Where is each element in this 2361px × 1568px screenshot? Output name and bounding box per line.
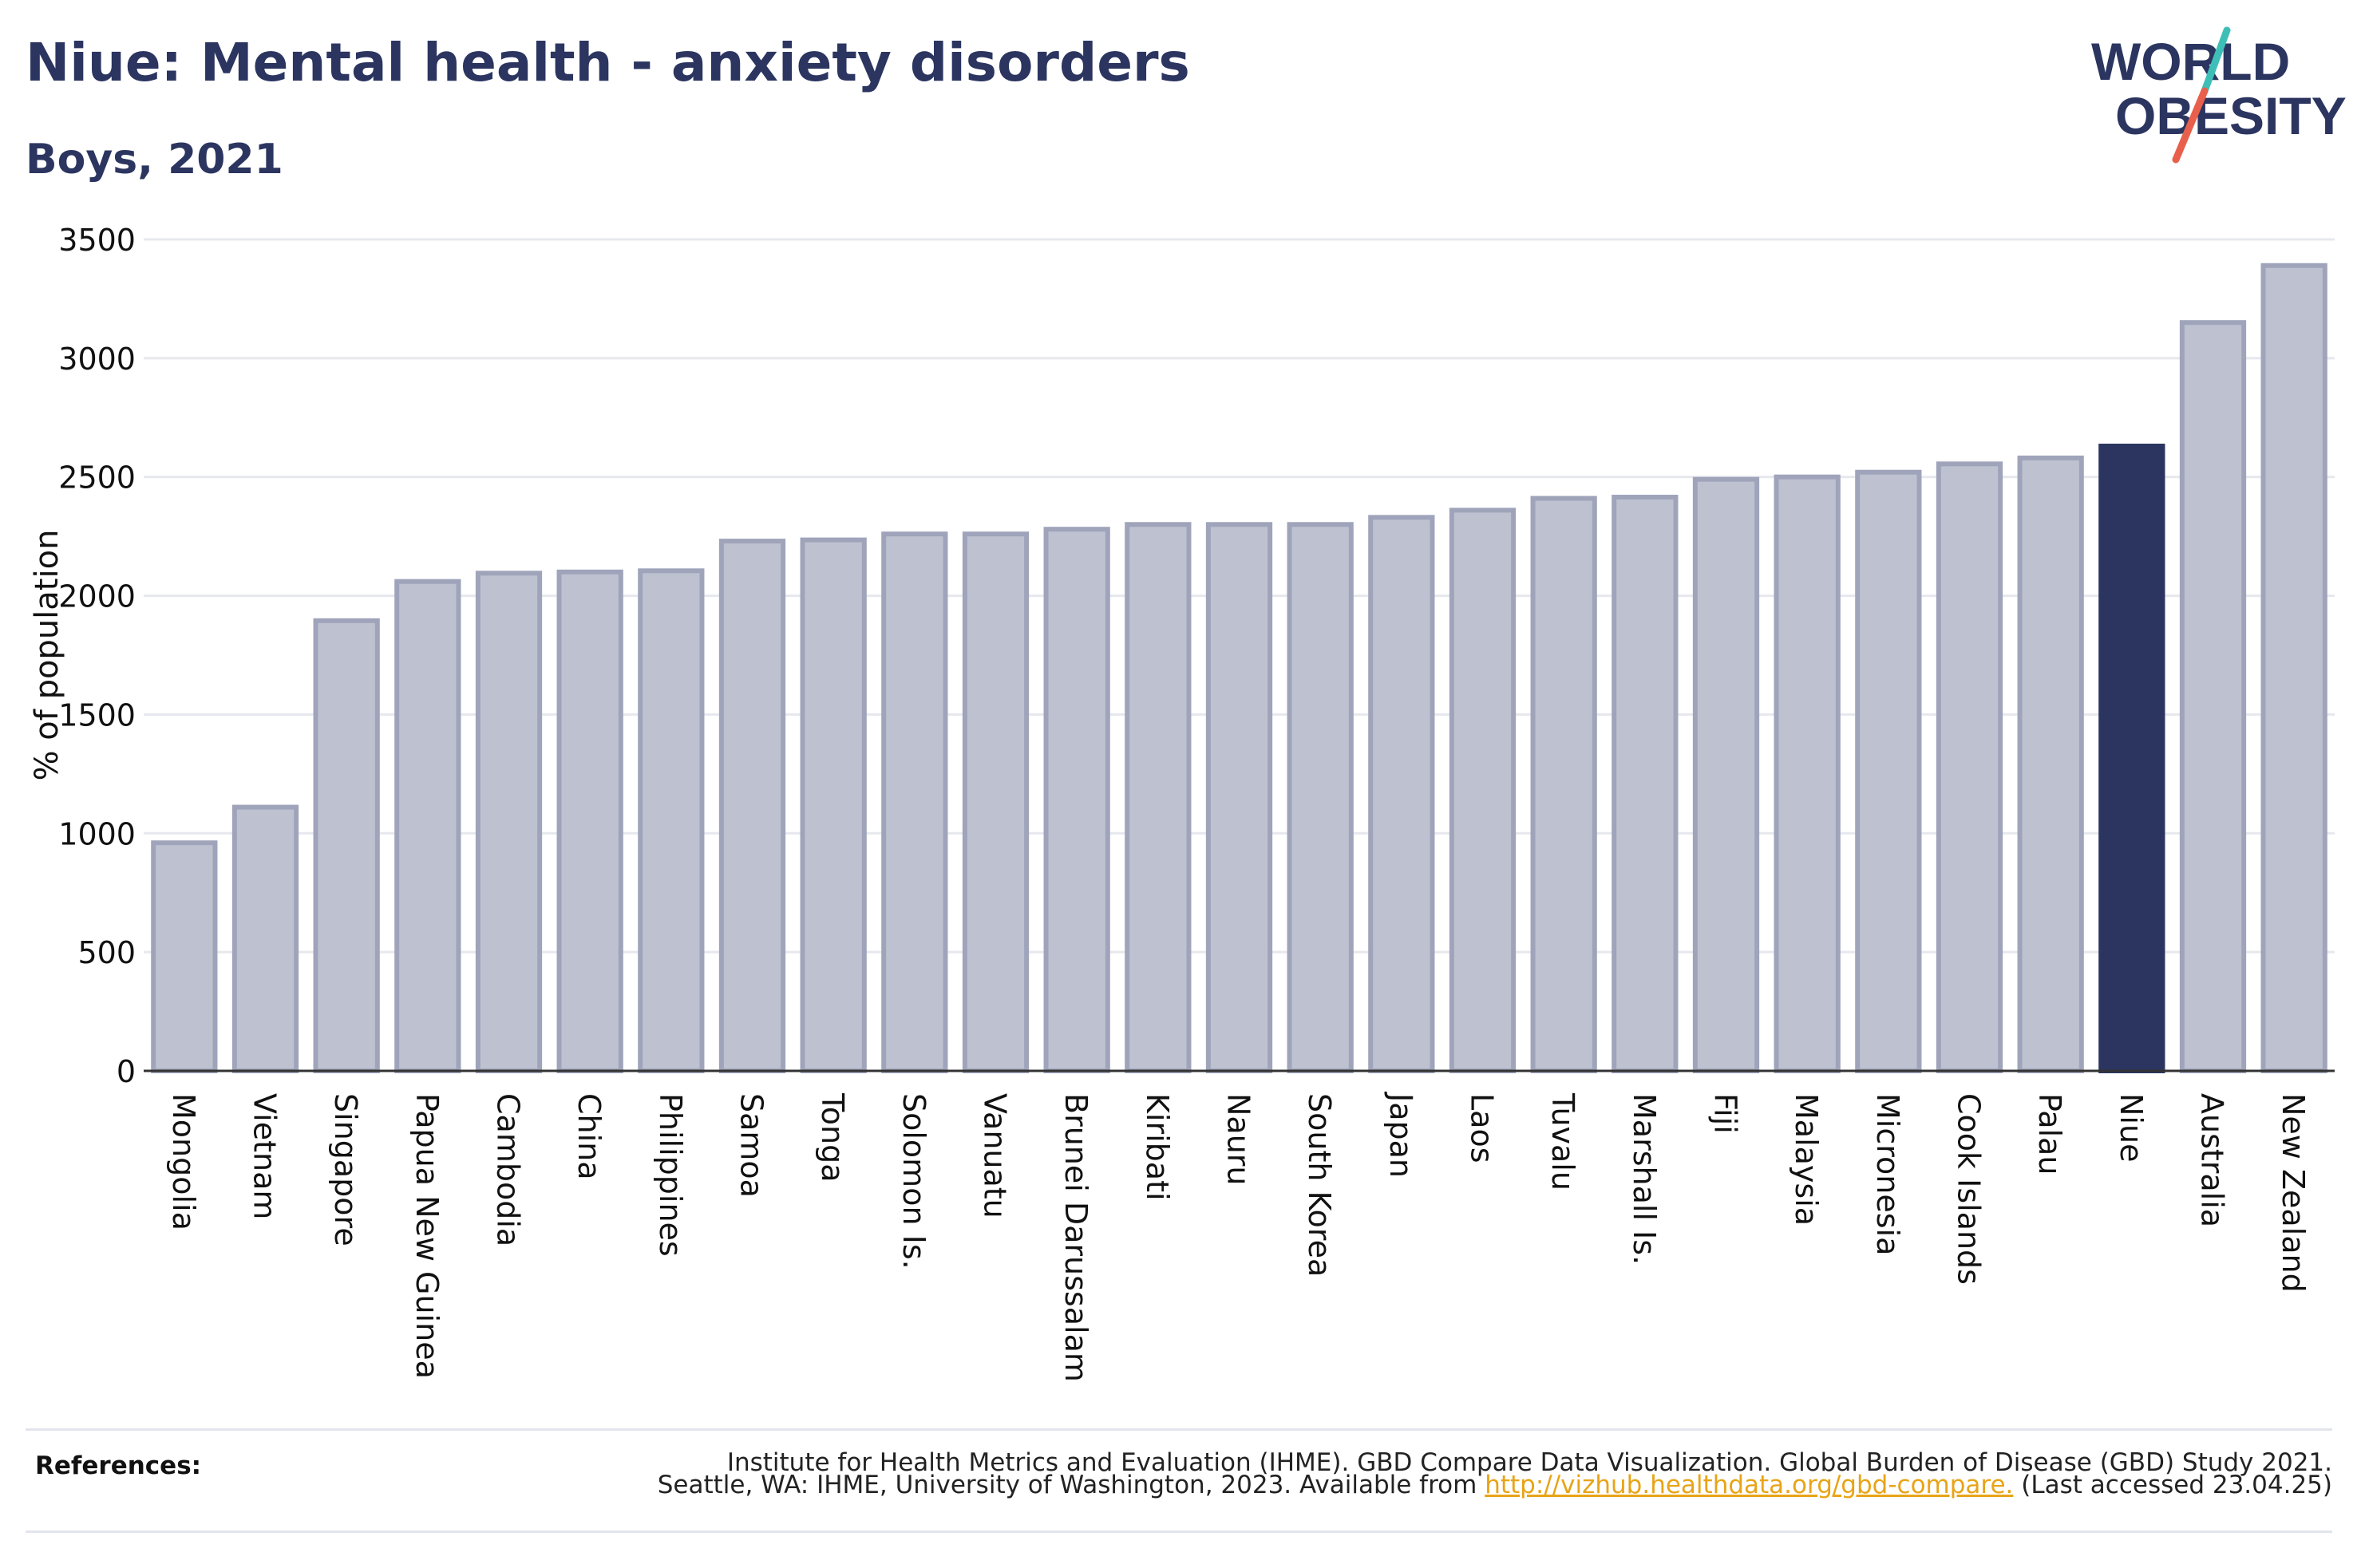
y-tick-label: 1000 — [58, 816, 136, 851]
y-tick-label: 0 — [117, 1054, 136, 1089]
y-tick-label: 1500 — [58, 697, 136, 733]
logo-slash-coral — [2172, 87, 2209, 164]
x-tick-label: Brunei Darussalam — [1058, 1093, 1093, 1382]
bar — [475, 571, 543, 1073]
bar — [718, 539, 786, 1073]
x-tick-label: Malaysia — [1789, 1093, 1824, 1226]
references-line2-prefix: Seattle, WA: IHME, University of Washing… — [657, 1471, 1485, 1499]
chart-title: Niue: Mental health - anxiety disorders — [26, 32, 1190, 93]
x-tick-label: Solomon Is. — [896, 1093, 931, 1270]
bar — [881, 531, 948, 1073]
x-tick-label: Tonga — [815, 1092, 850, 1183]
x-tick-label: Vietnam — [247, 1093, 283, 1219]
x-tick-label: Papua New Guinea — [409, 1093, 445, 1379]
x-tick-label: New Zealand — [2276, 1093, 2311, 1293]
x-tick-label: Philippines — [653, 1093, 688, 1257]
bar — [1125, 522, 1192, 1073]
bar — [1530, 496, 1597, 1073]
bar — [151, 840, 218, 1074]
references-link[interactable]: http://vizhub.healthdata.org/gbd-compare… — [1485, 1471, 2014, 1499]
bar — [1205, 522, 1273, 1073]
y-tick-label: 500 — [77, 935, 136, 970]
x-tick-label: Laos — [1465, 1093, 1500, 1163]
y-tick-label: 2000 — [58, 579, 136, 614]
x-tick-label: South Korea — [1302, 1093, 1337, 1277]
logo-line2: OBESITY — [2115, 86, 2347, 145]
bar — [1612, 495, 1679, 1073]
y-tick-label: 3500 — [58, 223, 136, 258]
x-tick-label: Tuvalu — [1545, 1092, 1580, 1191]
x-tick-label: Samoa — [734, 1093, 769, 1198]
bar — [1287, 522, 1354, 1073]
bar — [2179, 320, 2247, 1073]
bar — [1368, 515, 1435, 1073]
bar — [2017, 455, 2084, 1073]
x-tick-label: China — [571, 1093, 607, 1180]
y-axis-label: % of population — [29, 530, 65, 781]
x-tick-label: Kiribati — [1140, 1093, 1175, 1201]
x-tick-label: Australia — [2195, 1093, 2230, 1227]
bar — [2098, 444, 2165, 1073]
x-tick-label: Micronesia — [1870, 1093, 1905, 1255]
bar-chart: 0 500 1000 1500 2000 2500 3000 3500 % of populat… — [29, 223, 2335, 1382]
x-tick-label: Palau — [2032, 1093, 2067, 1175]
bar — [638, 568, 705, 1073]
logo-slash-teal — [2201, 26, 2231, 95]
references-section: References: Institute for Health Metrics… — [26, 1428, 2332, 1533]
world-obesity-logo: WORLD OBESITY — [2091, 26, 2347, 164]
x-tick-label: Fiji — [1708, 1093, 1743, 1134]
references-text: Institute for Health Metrics and Evaluat… — [657, 1448, 2332, 1499]
x-tick-label: Cook Islands — [1952, 1093, 1987, 1285]
logo-line1: WORLD — [2091, 32, 2290, 91]
x-tick-label: Nauru — [1221, 1093, 1256, 1186]
x-tick-label: Marshall Is. — [1627, 1093, 1662, 1265]
x-tick-label: Cambodia — [491, 1093, 526, 1246]
bar — [556, 569, 623, 1073]
x-tick-label: Niue — [2114, 1093, 2149, 1162]
bar — [800, 537, 867, 1073]
x-tick-label: Vanuatu — [978, 1093, 1013, 1218]
chart-subtitle: Boys, 2021 — [26, 136, 283, 184]
bar — [1774, 474, 1841, 1073]
bar — [1043, 527, 1110, 1073]
y-tick-label: 3000 — [58, 342, 136, 377]
bar — [231, 804, 299, 1074]
references-label: References: — [35, 1451, 202, 1480]
y-tick-label: 2500 — [58, 460, 136, 496]
references-line2: Seattle, WA: IHME, University of Washing… — [657, 1471, 2332, 1499]
bar — [1855, 469, 1922, 1073]
bar — [394, 579, 461, 1073]
bar — [1692, 476, 1760, 1073]
x-tick-label: Singapore — [328, 1093, 363, 1246]
x-tick-label: Japan — [1383, 1092, 1418, 1178]
bar — [1449, 508, 1517, 1073]
bar — [962, 531, 1030, 1073]
references-line1: Institute for Health Metrics and Evaluat… — [726, 1448, 2332, 1477]
references-line2-suffix: (Last accessed 23.04.25) — [2013, 1471, 2332, 1499]
bar — [1936, 461, 2003, 1073]
bar — [313, 618, 380, 1073]
x-tick-label: Mongolia — [166, 1093, 201, 1230]
bar — [2260, 263, 2327, 1073]
